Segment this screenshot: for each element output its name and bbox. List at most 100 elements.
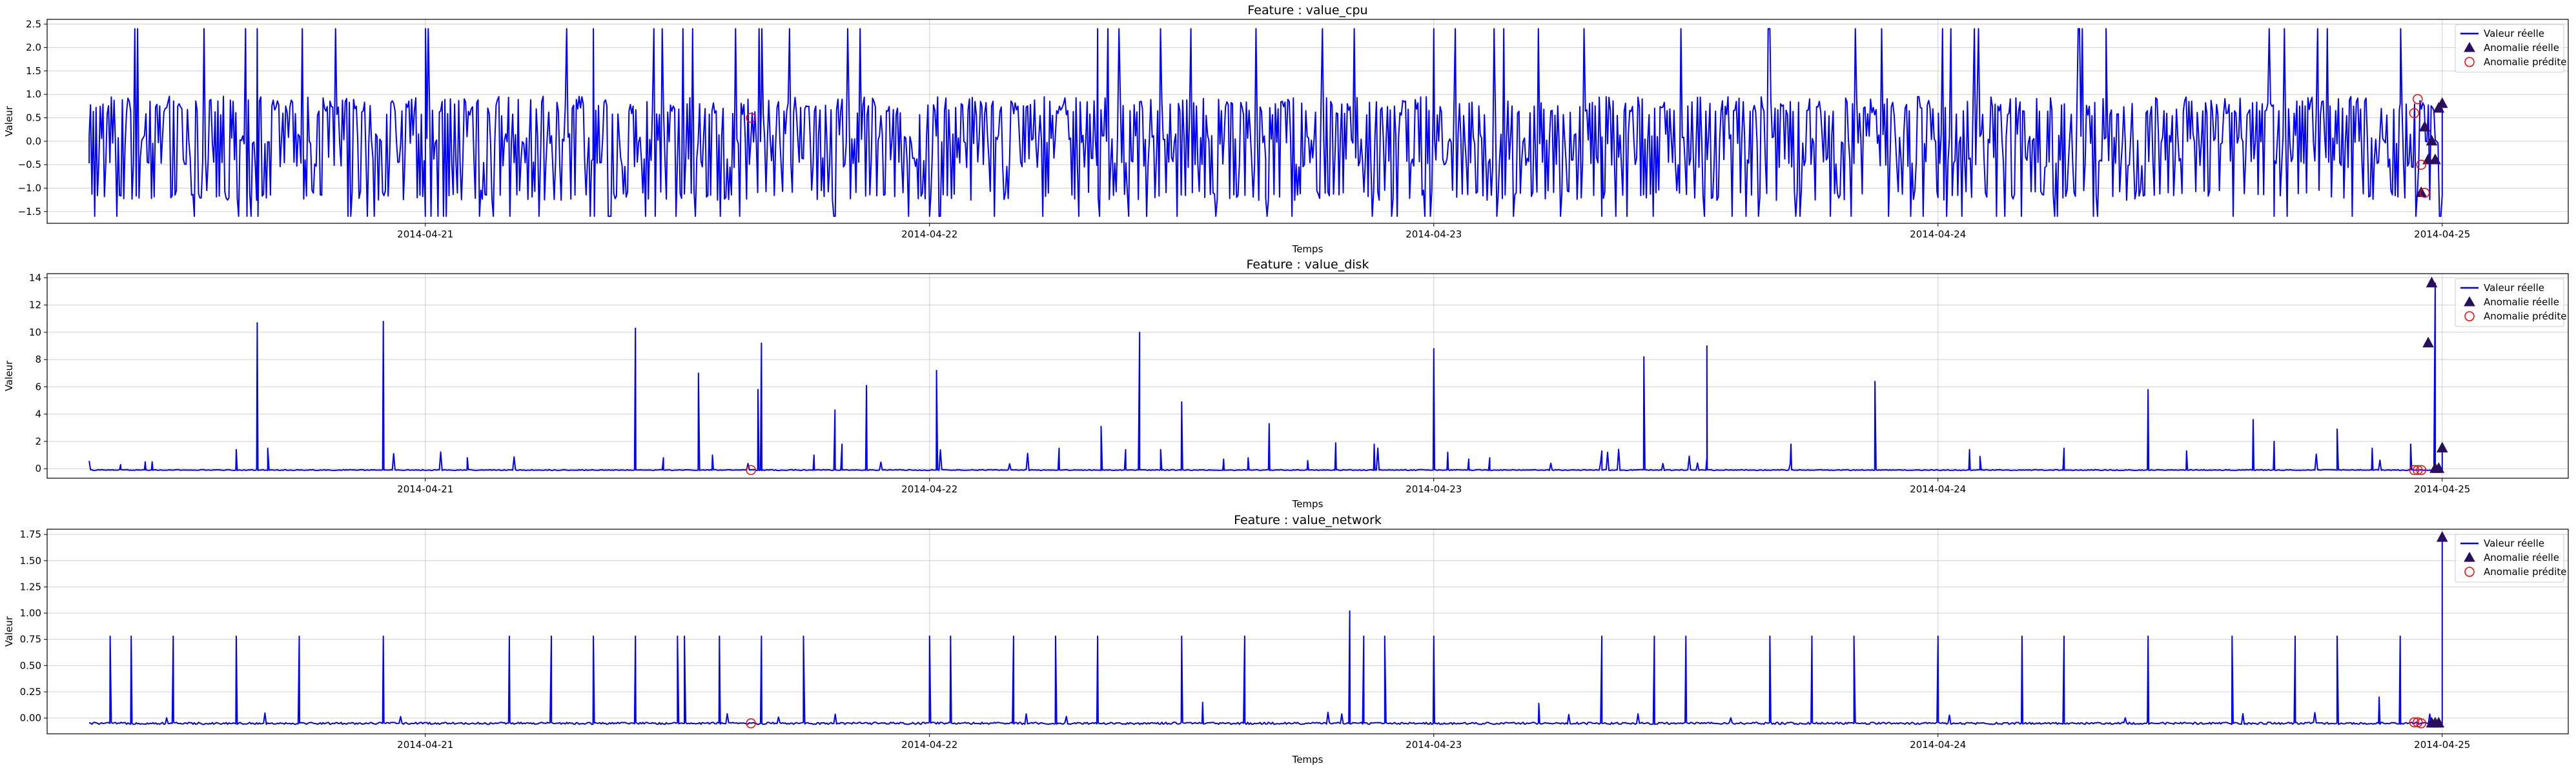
anomaly-reelle-marker — [2433, 716, 2445, 728]
anomaly-predite-marker — [2419, 188, 2430, 198]
legend-circle-swatch — [2464, 311, 2475, 321]
anomaly-reelle-marker — [2415, 186, 2428, 197]
series-group — [88, 28, 2448, 217]
x-tick-label: 2014-04-25 — [2414, 739, 2470, 751]
y-tick-label: 0.5 — [26, 112, 41, 124]
anomaly-reelle-marker — [2422, 336, 2434, 348]
anomaly-predite-marker — [2409, 108, 2420, 119]
legend-triangle-swatch — [2464, 41, 2475, 52]
y-tick-label: 0.50 — [20, 660, 41, 671]
legend-label-anomalie-reelle: Anomalie réelle — [2484, 552, 2559, 563]
anomaly-predite-marker — [746, 465, 756, 476]
anomaly-predite-marker — [746, 718, 756, 729]
anomaly-reelle-marker — [2426, 276, 2438, 288]
anomaly-predite-marker — [746, 112, 756, 123]
series-line-valeur-reelle — [88, 538, 2443, 725]
axes-frame — [46, 273, 2569, 479]
legend-label-valeur: Valeur réelle — [2484, 282, 2544, 294]
x-tick-label: 2014-04-21 — [397, 483, 453, 495]
anomaly-reelle-marker — [2436, 441, 2448, 453]
x-axis-label: Temps — [1292, 243, 1324, 255]
series-line-valeur-reelle — [88, 282, 2443, 471]
x-tick-label: 2014-04-24 — [1910, 228, 1966, 240]
legend-triangle-swatch — [2464, 296, 2475, 307]
x-tick-label: 2014-04-22 — [901, 228, 957, 240]
legend-circle-swatch — [2464, 567, 2475, 577]
panel-title: Feature : value_disk — [1247, 258, 1369, 272]
y-tick-label: 0.25 — [20, 686, 41, 698]
anomaly-predite-marker — [2416, 159, 2426, 170]
anomaly-predite-marker — [2409, 717, 2420, 727]
x-tick-label: 2014-04-25 — [2414, 483, 2470, 495]
x-axis-label: Temps — [1292, 498, 1324, 510]
y-tick-label: 2.5 — [26, 18, 41, 30]
anomaly-reelle-marker — [2436, 97, 2448, 108]
y-tick-label: 1.0 — [26, 88, 41, 100]
y-axis-label: Valeur — [3, 105, 15, 136]
y-tick-label: 6 — [35, 381, 41, 392]
x-tick-label: 2014-04-25 — [2414, 228, 2470, 240]
y-tick-label: 0 — [35, 463, 41, 474]
anomaly-predite-marker — [2413, 465, 2423, 476]
y-tick-label: 2.0 — [26, 42, 41, 54]
anomaly-predite-marker — [2413, 94, 2423, 105]
y-tick-label: 14 — [29, 272, 41, 283]
chart-panel-value-disk: 14 12 10 8 6 4 2 0 2014-04-21 2014-04-22 2014-04-2… — [3, 258, 2569, 510]
legend-label-anomalie-reelle: Anomalie réelle — [2484, 42, 2559, 54]
y-tick-label: 1.75 — [20, 529, 41, 540]
anomaly-reelle-marker — [2426, 134, 2438, 146]
y-tick-label: −0.5 — [18, 159, 41, 170]
anomaly-predite-marker — [2416, 718, 2426, 729]
y-tick-label: 1.5 — [26, 65, 41, 77]
y-tick-label: 0.0 — [26, 136, 41, 147]
axes-frame — [46, 529, 2569, 734]
y-axis-label: Valeur — [3, 360, 15, 391]
legend-label-anomalie-predite: Anomalie prédite — [2484, 56, 2566, 68]
legend-box — [2455, 278, 2564, 327]
legend-triangle-swatch — [2464, 551, 2475, 562]
legend-label-anomalie-predite: Anomalie prédite — [2484, 566, 2566, 578]
x-tick-label: 2014-04-24 — [1910, 739, 1966, 751]
legend-label-anomalie-predite: Anomalie prédite — [2484, 310, 2566, 322]
y-tick-label: −1.0 — [18, 183, 41, 194]
x-tick-label: 2014-04-21 — [397, 739, 453, 751]
anomaly-reelle-marker — [2429, 153, 2441, 165]
chart-panel-value-cpu: 2.5 2.0 1.5 1.0 0.5 0.0 −0.5 −1.0 −1.5 2014-04-21… — [3, 3, 2569, 255]
legend-box — [2455, 24, 2564, 73]
anomaly-reelle-marker — [2433, 462, 2445, 473]
anomaly-reelle-marker — [2436, 531, 2448, 542]
legend-circle-swatch — [2464, 57, 2475, 67]
series-group — [88, 531, 2448, 729]
y-tick-label: 12 — [29, 299, 41, 311]
y-tick-label: 2 — [35, 436, 41, 447]
y-tick-label: 1.00 — [20, 607, 41, 619]
y-tick-label: 8 — [35, 354, 41, 365]
y-tick-label: 1.50 — [20, 555, 41, 567]
anomaly-predite-marker — [2416, 465, 2426, 476]
chart-panel-value-network: 1.75 1.50 1.25 1.00 0.75 0.50 0.25 0.00 2014-04-… — [3, 513, 2569, 765]
series-line-valeur-reelle — [88, 28, 2443, 217]
x-axis-label: Temps — [1292, 754, 1324, 765]
anomaly-reelle-marker — [2422, 153, 2434, 165]
series-group — [88, 276, 2448, 476]
y-tick-label: −1.5 — [18, 206, 41, 217]
y-tick-label: 0.75 — [20, 634, 41, 645]
x-tick-label: 2014-04-22 — [901, 483, 957, 495]
x-tick-label: 2014-04-21 — [397, 228, 453, 240]
legend-label-valeur: Valeur réelle — [2484, 538, 2544, 549]
x-tick-label: 2014-04-23 — [1406, 228, 1462, 240]
panel-title: Feature : value_network — [1234, 513, 1382, 527]
x-tick-label: 2014-04-22 — [901, 739, 957, 751]
x-tick-label: 2014-04-24 — [1910, 483, 1966, 495]
legend-label-valeur: Valeur réelle — [2484, 28, 2544, 39]
y-axis-label: Valeur — [3, 616, 15, 647]
y-tick-label: 1.25 — [20, 581, 41, 592]
y-tick-label: 10 — [29, 327, 41, 338]
axes-frame — [46, 19, 2569, 224]
y-tick-label: 0.00 — [20, 712, 41, 724]
y-tick-label: 4 — [35, 409, 41, 420]
x-tick-label: 2014-04-23 — [1406, 483, 1462, 495]
x-tick-label: 2014-04-23 — [1406, 739, 1462, 751]
anomaly-reelle-marker — [2418, 121, 2431, 132]
